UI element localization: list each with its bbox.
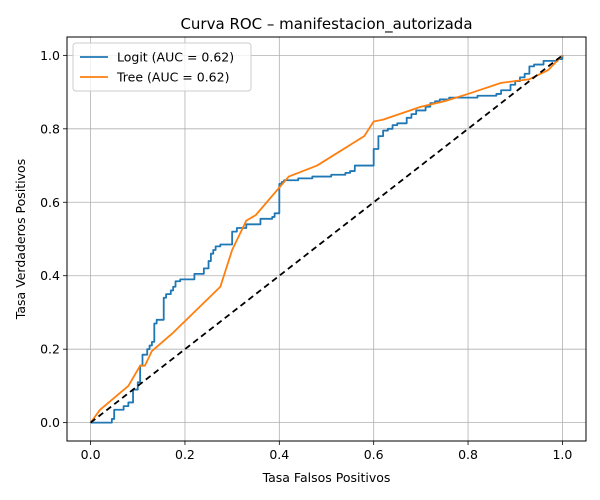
legend-label-tree: Tree (AUC = 0.62)	[116, 70, 229, 85]
series-lines	[89, 54, 564, 424]
x-tick-label: 0.4	[269, 447, 289, 462]
legend-label-logit: Logit (AUC = 0.62)	[117, 50, 234, 65]
x-tick-label: 0.6	[364, 447, 384, 462]
series-tree-line	[89, 54, 564, 424]
y-tick-label: 0.4	[40, 268, 60, 283]
chart-title: Curva ROC – manifestacion_autorizada	[180, 15, 472, 34]
legend: Logit (AUC = 0.62) Tree (AUC = 0.62)	[72, 42, 252, 92]
y-tick-label: 0.0	[40, 415, 60, 430]
plot-frame	[66, 36, 587, 442]
x-tick-label: 0.0	[81, 447, 101, 462]
x-tick-label: 0.2	[175, 447, 195, 462]
x-tick-label: 0.8	[458, 447, 478, 462]
y-tick-label: 0.6	[40, 195, 60, 210]
legend-box	[72, 42, 252, 92]
series-logit-line	[90, 55, 564, 424]
x-axis-label: Tasa Falsos Positivos	[262, 470, 391, 485]
y-axis-label: Tasa Verdaderos Positivos	[13, 159, 28, 320]
axis-ticks: 0.0 0.2 0.4 0.6 0.8 1.0 0.0 0.2 0.4 0.6 0.8 1.0	[40, 48, 572, 462]
y-tick-label: 0.8	[40, 121, 60, 136]
y-tick-label: 1.0	[40, 48, 60, 63]
x-tick-label: 1.0	[552, 447, 572, 462]
y-tick-label: 0.2	[40, 342, 60, 357]
